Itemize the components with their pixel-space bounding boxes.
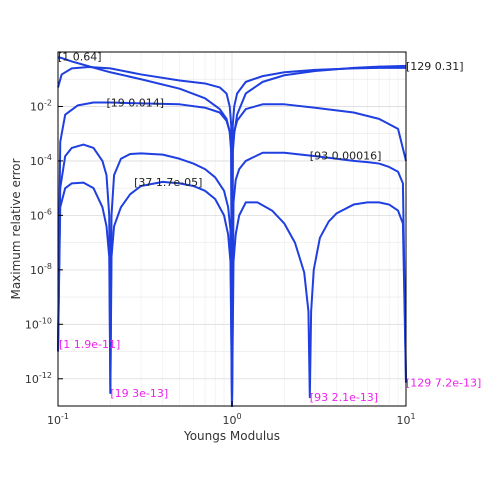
tick-marks (57, 105, 407, 406)
max-annotation: [1 0.64] (58, 50, 102, 63)
series-line-2 (57, 66, 406, 407)
max-annotation: [19 0.014] (107, 96, 165, 109)
annotations: [1 0.64] [19 0.014] [37 1.7e-05] [93 0.0001… (58, 50, 481, 404)
min-annotation: [129 7.2e-13] (406, 377, 481, 390)
x-axis-label: Youngs Modulus (183, 429, 280, 443)
max-annotation: [37 1.7e-05] (134, 176, 202, 189)
max-annotation: [129 0.31] (406, 60, 464, 73)
y-tick-label: 10-2 (30, 98, 52, 113)
y-axis-label: Maximum relative error (9, 158, 23, 299)
max-annotation: [93 0.00016] (310, 149, 382, 162)
series-line-3 (57, 101, 407, 407)
min-annotation: [1 1.9e-11] (59, 338, 120, 351)
x-tick-label: 101 (396, 412, 415, 427)
min-annotation: [93 2.1e-13] (310, 391, 378, 404)
x-tick-label: 10-1 (47, 412, 69, 427)
x-tick-label: 100 (222, 412, 241, 427)
y-tick-label: 10-8 (30, 262, 52, 277)
y-tick-label: 10-6 (30, 207, 52, 222)
y-tick-label: 10-12 (25, 371, 52, 386)
y-tick-label: 10-4 (30, 153, 52, 168)
min-annotation: [19 3e-13] (110, 387, 168, 400)
series-layer (57, 56, 407, 407)
series-line-4 (57, 143, 407, 407)
tick-labels: 10-1 100 101 10-12 10-10 10-8 10-6 10-4 10-2 (25, 98, 416, 427)
y-tick-label: 10-10 (25, 316, 52, 331)
